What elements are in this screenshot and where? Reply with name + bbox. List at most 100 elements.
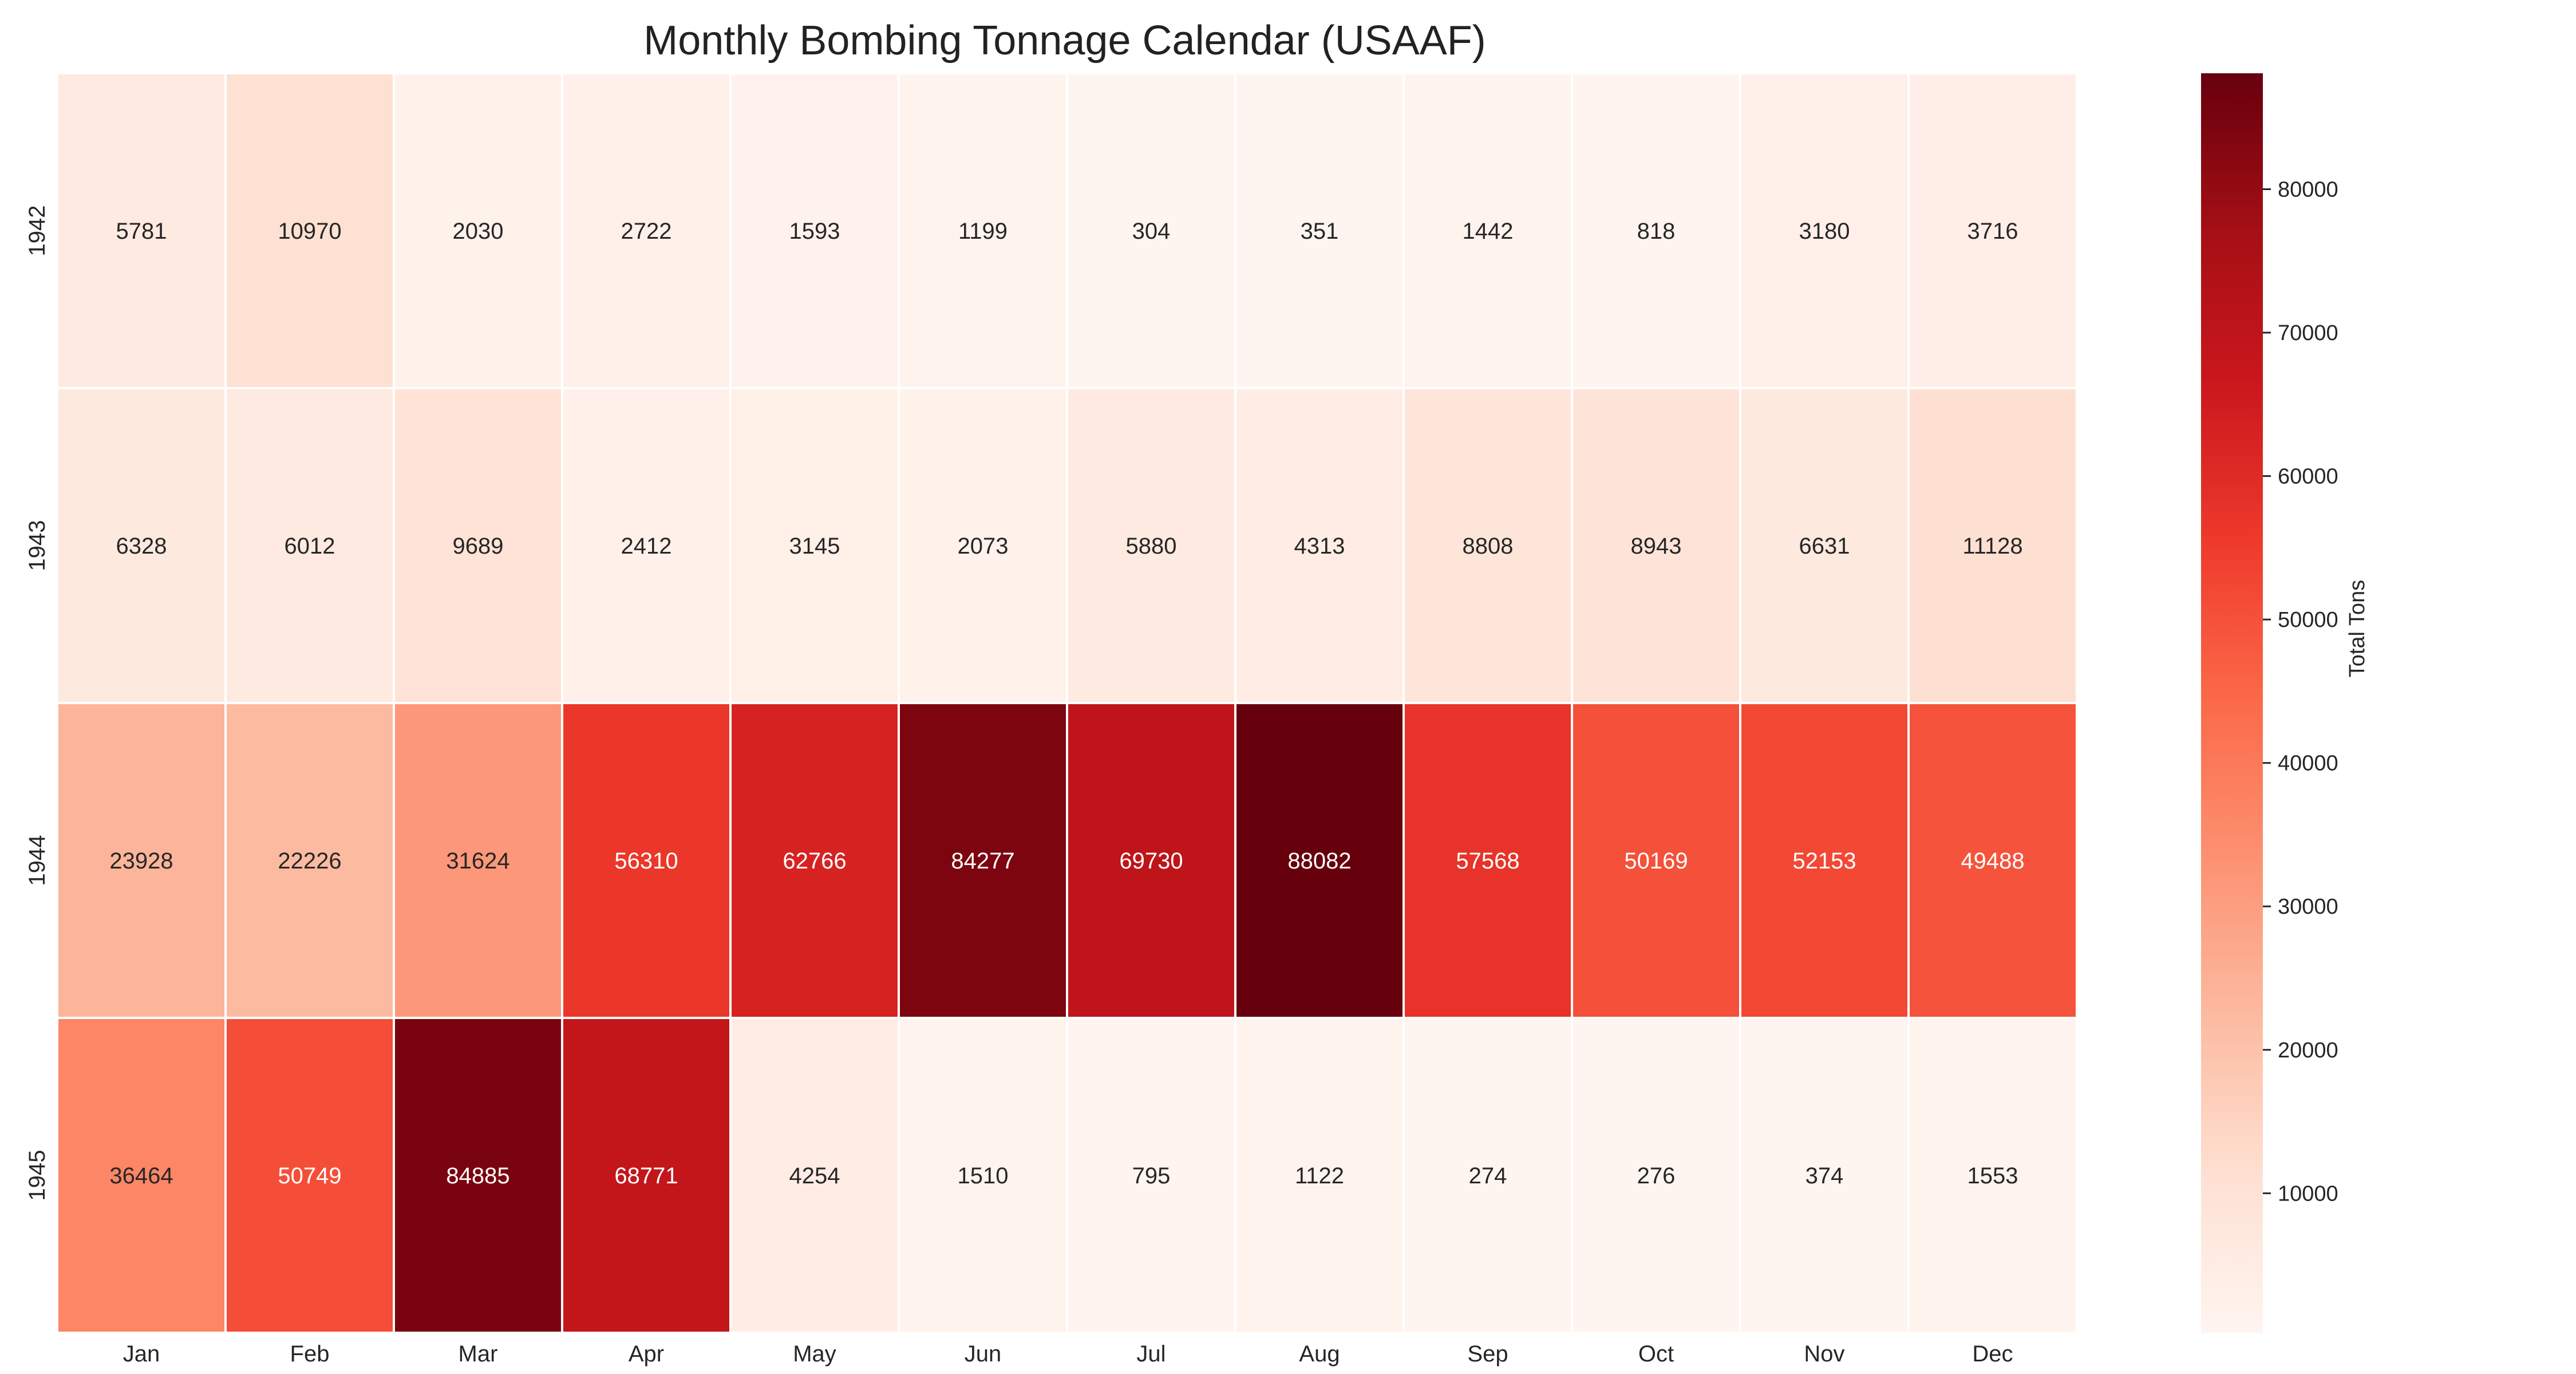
cell-value-label: 274 <box>1469 1163 1507 1189</box>
x-tick-label: Jan <box>123 1341 160 1367</box>
cell-value-label: 84277 <box>951 848 1014 874</box>
cell-value-label: 6012 <box>285 534 335 559</box>
colorbar-tick-label: 60000 <box>2278 465 2338 489</box>
cell-value-label: 374 <box>1805 1163 1844 1189</box>
heatmap-cell <box>1405 74 1571 387</box>
cell-value-label: 8943 <box>1631 534 1682 559</box>
heatmap-cell <box>1405 1019 1571 1332</box>
heatmap-cells: 5781 10970 2030 2722 1593 1199 304 351 1442 818 31… <box>58 74 2076 1332</box>
cell-value-label: 3716 <box>1967 219 2018 244</box>
cell-value-label: 50749 <box>278 1163 341 1189</box>
cell-value-label: 304 <box>1132 219 1171 244</box>
cell-value-label: 62766 <box>783 848 846 874</box>
heatmap-cell <box>732 389 898 702</box>
heatmap-cell <box>1405 704 1571 1017</box>
colorbar-tick-label: 70000 <box>2278 321 2338 345</box>
y-tick-label: 1944 <box>25 835 50 886</box>
cell-value-label: 4254 <box>789 1163 840 1189</box>
heatmap-cell <box>900 704 1066 1017</box>
cell-value-label: 10970 <box>278 219 341 244</box>
heatmap-cell <box>58 1019 224 1332</box>
cell-value-label: 795 <box>1132 1163 1171 1189</box>
cell-value-label: 6631 <box>1799 534 1850 559</box>
heatmap-cell <box>1236 74 1402 387</box>
heatmap-cell <box>563 389 729 702</box>
cell-value-label: 36464 <box>109 1163 173 1189</box>
cell-value-label: 2030 <box>453 219 504 244</box>
cell-value-label: 1510 <box>958 1163 1009 1189</box>
heatmap-cell <box>1741 1019 1907 1332</box>
heatmap-cell <box>1741 389 1907 702</box>
cell-value-label: 2073 <box>958 534 1009 559</box>
heatmap-cell <box>1573 389 1739 702</box>
heatmap-cell <box>227 1019 393 1332</box>
cell-value-label: 1122 <box>1295 1163 1344 1189</box>
x-tick-label: Dec <box>1972 1341 2013 1367</box>
heatmap-cell <box>1910 704 2076 1017</box>
heatmap-cell <box>1236 1019 1402 1332</box>
x-tick-label: Apr <box>629 1341 664 1367</box>
cell-value-label: 3145 <box>789 534 840 559</box>
heatmap-cell <box>1236 389 1402 702</box>
x-tick-label: Feb <box>290 1341 330 1367</box>
heatmap-cell <box>563 74 729 387</box>
colorbar-gradient <box>2201 73 2263 1333</box>
heatmap-cell <box>58 704 224 1017</box>
x-tick-label: Aug <box>1299 1341 1340 1367</box>
heatmap-cell <box>58 389 224 702</box>
heatmap-cell <box>563 704 729 1017</box>
cell-value-label: 88082 <box>1287 848 1351 874</box>
cell-value-label: 5880 <box>1126 534 1177 559</box>
heatmap-cell <box>1741 704 1907 1017</box>
cell-value-label: 23928 <box>109 848 173 874</box>
colorbar-tick-label: 10000 <box>2278 1182 2338 1206</box>
cell-value-label: 49488 <box>1961 848 2024 874</box>
cell-value-label: 2412 <box>621 534 672 559</box>
cell-value-label: 50169 <box>1624 848 1688 874</box>
heatmap-cell <box>1910 74 2076 387</box>
cell-value-label: 84885 <box>446 1163 509 1189</box>
chart-title: Monthly Bombing Tonnage Calendar (USAAF) <box>643 18 1485 64</box>
y-tick-label: 1943 <box>25 520 50 571</box>
cell-value-label: 31624 <box>446 848 509 874</box>
cell-value-label: 818 <box>1637 219 1676 244</box>
y-tick-label: 1945 <box>25 1150 50 1201</box>
x-tick-label: Nov <box>1804 1341 1844 1367</box>
cell-value-label: 57568 <box>1456 848 1519 874</box>
colorbar-tick-label: 50000 <box>2278 608 2338 632</box>
cell-value-label: 1199 <box>958 219 1008 244</box>
x-tick-label: Jun <box>965 1341 1002 1367</box>
cell-value-label: 6328 <box>116 534 167 559</box>
cell-value-label: 9689 <box>453 534 504 559</box>
x-axis-ticks: Jan Feb Mar Apr May Jun Jul Aug Sep Oct Nov Dec <box>123 1341 2013 1367</box>
cell-value-label: 1593 <box>789 219 840 244</box>
heatmap-cell <box>1068 74 1234 387</box>
colorbar-ticks: 10000 20000 30000 40000 50000 60000 70000 80000 <box>2263 177 2338 1206</box>
heatmap-cell <box>395 704 561 1017</box>
heatmap-cell <box>227 704 393 1017</box>
heatmap-cell <box>900 74 1066 387</box>
colorbar-label: Total Tons <box>2345 580 2369 677</box>
heatmap-cell <box>900 389 1066 702</box>
heatmap-cell <box>1910 389 2076 702</box>
heatmap-cell <box>1068 1019 1234 1332</box>
cell-value-label: 2722 <box>621 219 672 244</box>
heatmap-cell <box>1741 74 1907 387</box>
x-tick-label: May <box>793 1341 836 1367</box>
cell-value-label: 22226 <box>278 848 341 874</box>
x-tick-label: Oct <box>1638 1341 1674 1367</box>
heatmap-cell <box>227 389 393 702</box>
heatmap-cell <box>58 74 224 387</box>
cell-value-label: 3180 <box>1799 219 1850 244</box>
cell-value-label: 69730 <box>1119 848 1183 874</box>
x-tick-label: Jul <box>1136 1341 1165 1367</box>
colorbar: 10000 20000 30000 40000 50000 60000 70000 80000… <box>2201 73 2369 1333</box>
heatmap-cell <box>1068 704 1234 1017</box>
heatmap-cell <box>732 1019 898 1332</box>
cell-value-label: 1553 <box>1967 1163 2018 1189</box>
colorbar-tick-label: 20000 <box>2278 1039 2338 1063</box>
heatmap-cell <box>1573 704 1739 1017</box>
heatmap-cell <box>1236 704 1402 1017</box>
heatmap-cell <box>395 389 561 702</box>
heatmap-cell <box>563 1019 729 1332</box>
